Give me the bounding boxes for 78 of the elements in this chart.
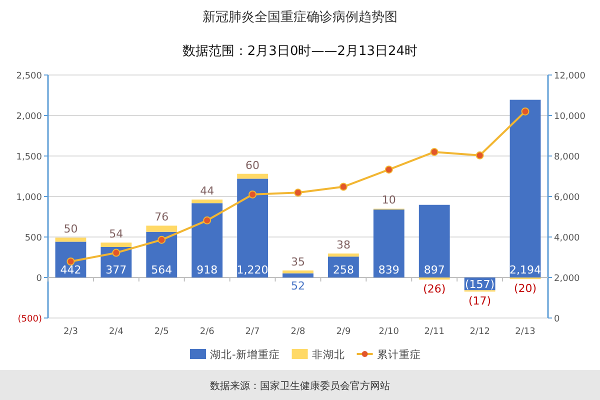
bar — [237, 174, 268, 179]
legend-label: 累计重症 — [376, 348, 421, 361]
point — [476, 151, 484, 160]
data-label: 839 — [378, 264, 400, 276]
point — [294, 188, 302, 197]
bar — [282, 270, 314, 274]
bar — [55, 242, 86, 278]
chart-title: 新冠肺炎全国重症确诊病例趋势图 — [202, 10, 398, 25]
bar — [100, 242, 132, 247]
data-label: 44 — [200, 184, 214, 198]
bar — [510, 100, 541, 278]
bar — [192, 200, 223, 204]
data-label: 442 — [60, 264, 82, 276]
data-label: (17) — [468, 294, 492, 308]
data-label: 50 — [64, 222, 78, 236]
data-label: 60 — [246, 158, 260, 172]
data-label: (26) — [423, 282, 446, 296]
data-label: 1,220 — [236, 264, 268, 276]
data-label: (20) — [514, 282, 537, 296]
bar — [146, 226, 178, 232]
data-label: 897 — [424, 264, 445, 276]
data-label: 377 — [106, 264, 127, 276]
y-tick-label: 0 — [36, 274, 42, 284]
x-tick-label: 2/10 — [378, 327, 400, 337]
data-label: 258 — [332, 264, 354, 276]
data-label: 52 — [291, 280, 305, 292]
data-label: 10 — [382, 194, 396, 207]
y2-tick-label: 8,000 — [554, 152, 580, 162]
x-tick-label: 2/6 — [200, 327, 215, 337]
bar — [282, 273, 314, 278]
bar — [373, 210, 404, 278]
data-label: 54 — [109, 228, 124, 241]
point — [430, 148, 438, 156]
bar — [328, 254, 359, 257]
x-tick-label: 2/8 — [290, 327, 306, 337]
bar — [146, 232, 178, 278]
x-tick-label: 2/5 — [154, 327, 169, 337]
data-label: 2,194 — [510, 264, 542, 276]
y2-tick-label: 4,000 — [554, 234, 580, 244]
data-label: (157) — [465, 278, 495, 291]
x-tick-label: 2/3 — [63, 327, 78, 337]
y-tick-label: (500) — [18, 314, 42, 324]
data-label: 918 — [196, 264, 218, 276]
x-tick-label: 2/9 — [336, 327, 351, 337]
legend-label: 湖北-新增重症 — [210, 348, 280, 361]
data-label: 564 — [151, 264, 172, 276]
y2-tick-label: 10,000 — [554, 112, 586, 122]
data-label: 38 — [336, 238, 350, 252]
y-tick-label: 1,000 — [16, 193, 42, 203]
y-tick-label: 2,000 — [16, 112, 42, 122]
y2-tick-label: 0 — [554, 314, 560, 324]
point — [158, 236, 166, 244]
point — [203, 216, 212, 224]
y-tick-label: 1,500 — [16, 152, 42, 162]
x-tick-label: 2/11 — [424, 327, 444, 337]
x-tick-label: 2/13 — [515, 327, 536, 337]
legend-label: 非湖北 — [312, 348, 345, 361]
bar — [192, 203, 223, 278]
point — [384, 166, 393, 174]
data-label: 76 — [154, 210, 169, 224]
y2-tick-label: 6,000 — [554, 193, 580, 203]
data-label: 35 — [291, 255, 305, 268]
y-tick-label: 2,500 — [16, 72, 42, 82]
point — [248, 190, 257, 198]
bar — [418, 204, 450, 278]
x-tick-label: 2/4 — [108, 327, 124, 337]
y2-tick-label: 12,000 — [554, 72, 586, 82]
chart-subtitle: 数据范围：2月3日0时——2月13日24时 — [182, 44, 418, 59]
y-tick-label: 500 — [24, 234, 42, 244]
bar — [55, 238, 86, 242]
point — [112, 248, 120, 257]
x-tick-label: 2/12 — [470, 327, 490, 337]
x-tick-label: 2/7 — [245, 327, 260, 337]
point — [521, 107, 530, 116]
source-note: 数据来源：国家卫生健康委员会官方网站 — [210, 380, 390, 392]
point — [339, 182, 348, 191]
bar — [237, 178, 268, 278]
y2-tick-label: 2,000 — [554, 274, 580, 284]
